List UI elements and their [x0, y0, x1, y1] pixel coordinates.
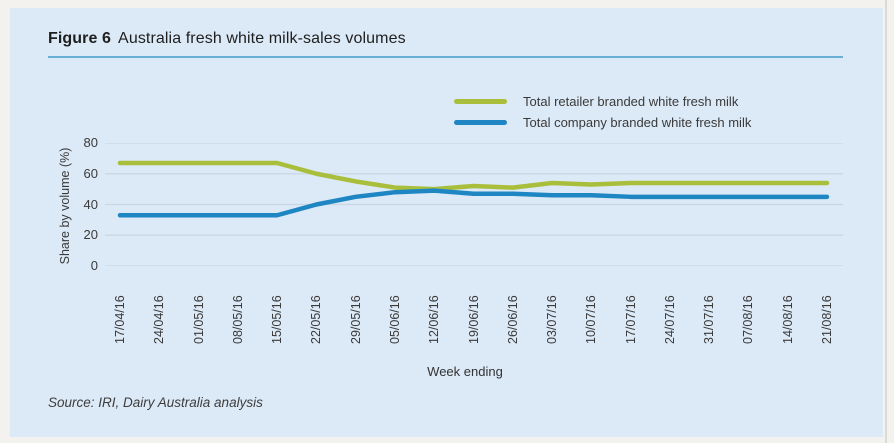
x-tick-label: 12/06/16 — [427, 295, 442, 344]
figure-panel: Figure 6 Australia fresh white milk-sales… — [10, 8, 883, 437]
legend-line-swatch-blue — [454, 120, 507, 125]
y-tick-label: 20 — [83, 227, 98, 243]
x-tick-label: 14/08/16 — [780, 295, 795, 344]
x-tick-label: 21/08/16 — [820, 295, 834, 344]
series-line-retailer — [117, 160, 830, 192]
x-tick-label: 05/06/16 — [387, 295, 402, 344]
legend-label: Total retailer branded white fresh milk — [523, 94, 739, 109]
x-tick-label: 26/06/16 — [505, 295, 520, 344]
x-tick-label: 17/04/16 — [113, 295, 127, 344]
figure-number-label: Figure 6 — [48, 30, 112, 47]
y-tick-label: 40 — [83, 196, 98, 212]
x-tick-label: 10/07/16 — [584, 295, 599, 344]
x-tick-label: 01/05/16 — [191, 295, 206, 344]
legend-label: Total company branded white fresh milk — [523, 115, 752, 130]
x-tick-label: 07/08/16 — [741, 295, 756, 344]
line-chart-plot-area — [105, 143, 843, 266]
chart-legend: Total retailer branded white fresh milk … — [454, 91, 874, 133]
figure-title-text: Australia fresh white milk-sales volumes — [118, 30, 406, 47]
series-line-company — [117, 188, 830, 218]
x-tick-label: 24/04/16 — [152, 295, 167, 344]
x-axis-title: Week ending — [427, 364, 503, 379]
x-tick-label: 31/07/16 — [702, 295, 717, 344]
x-tick-label: 29/05/16 — [348, 295, 363, 344]
legend-line-swatch-green — [454, 99, 507, 104]
legend-item-retailer: Total retailer branded white fresh milk — [454, 91, 874, 112]
x-tick-label: 15/05/16 — [270, 295, 285, 344]
x-tick-label: 08/05/16 — [230, 295, 245, 344]
page-right-edge — [885, 0, 887, 443]
x-tick-label: 19/06/16 — [466, 295, 481, 344]
y-tick-label: 60 — [83, 165, 98, 181]
title-divider — [48, 56, 843, 58]
y-tick-label: 0 — [90, 258, 98, 273]
figure-title: Figure 6 Australia fresh white milk-sales… — [48, 30, 406, 48]
x-tick-label: 22/05/16 — [309, 295, 324, 344]
x-tick-label: 17/07/16 — [623, 295, 638, 344]
x-tick-label: 24/07/16 — [662, 295, 677, 344]
x-tick-label: 03/07/16 — [545, 295, 560, 344]
legend-item-company: Total company branded white fresh milk — [454, 112, 874, 133]
source-note: Source: IRI, Dairy Australia analysis — [48, 395, 263, 410]
y-tick-label: 80 — [83, 135, 98, 150]
